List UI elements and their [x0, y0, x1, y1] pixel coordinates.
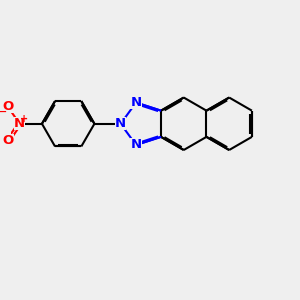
Text: N: N	[130, 139, 142, 152]
Text: −: −	[0, 106, 7, 116]
Text: N: N	[14, 117, 25, 130]
Text: O: O	[2, 134, 14, 147]
Text: N: N	[115, 117, 126, 130]
Text: O: O	[2, 100, 14, 113]
Text: N: N	[130, 96, 142, 109]
Text: +: +	[20, 113, 28, 124]
